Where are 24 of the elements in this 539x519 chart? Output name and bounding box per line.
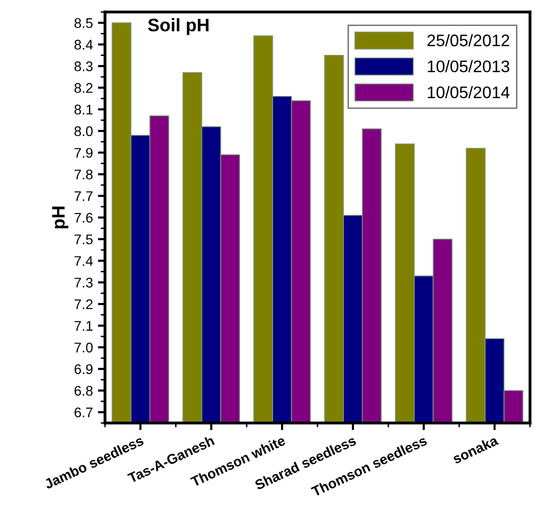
y-tick-label: 8.3 — [74, 61, 93, 72]
y-tick-label: 8.5 — [74, 18, 93, 28]
y-tick-label: 7.2 — [74, 299, 92, 310]
y-tick-label: 7.8 — [74, 170, 93, 180]
y-tick-label: 8.0 — [74, 126, 93, 136]
y-tick-label: 7.9 — [74, 148, 93, 158]
y-tick-label: 7.7 — [74, 191, 92, 201]
y-tick-label: 8.1 — [74, 104, 93, 115]
legend-label: 25/05/2012 — [427, 34, 510, 46]
y-tick-label: 8.2 — [74, 83, 92, 93]
y-tick-label: 6.9 — [74, 364, 93, 374]
y-axis-title: pH — [52, 206, 68, 228]
y-tick-label: 7.6 — [74, 212, 93, 223]
y-tick-label: 8.4 — [74, 40, 93, 50]
y-tick-label: 7.5 — [74, 234, 93, 244]
chart-title: Soil pH — [148, 18, 208, 35]
y-tick-label: 7.0 — [74, 342, 93, 352]
y-tick-label: 7.3 — [74, 278, 93, 288]
y-tick-label: 7.4 — [74, 256, 93, 266]
y-tick-label: 6.8 — [74, 386, 93, 396]
y-tick-label: 6.7 — [74, 408, 92, 418]
legend-label: 10/05/2014 — [428, 86, 510, 98]
legend-label: 10/05/2013 — [428, 60, 510, 72]
y-tick-label: 7.1 — [74, 321, 93, 331]
